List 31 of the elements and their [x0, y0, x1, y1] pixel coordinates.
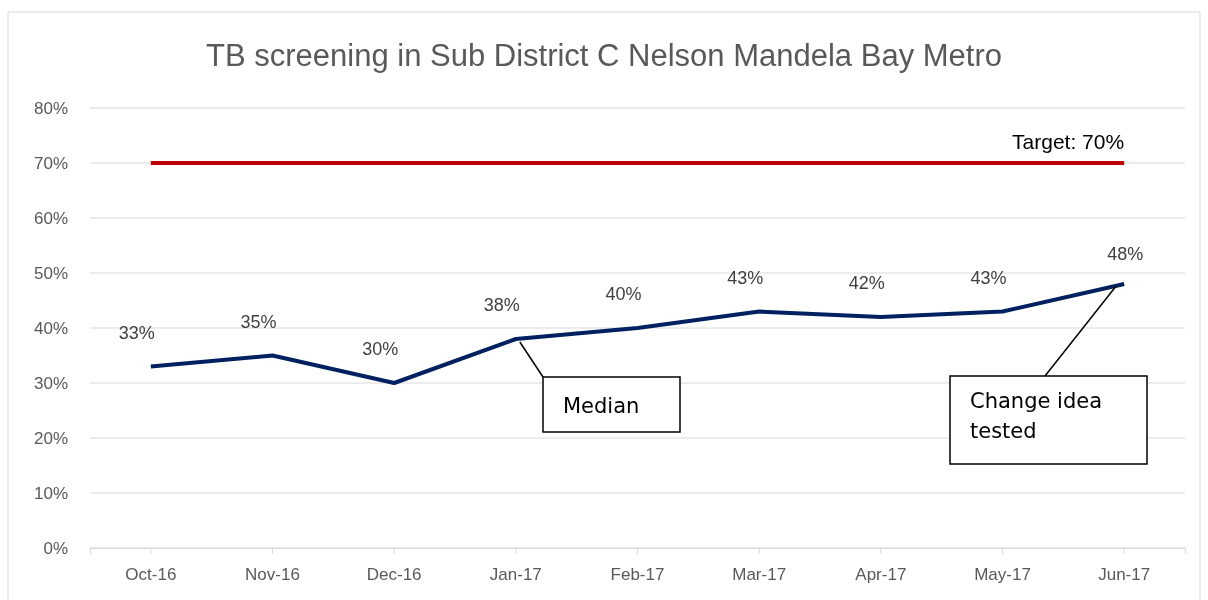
y-tick-label: 0% [43, 538, 68, 558]
x-tick-label: Oct-16 [125, 565, 177, 585]
y-tick-label: 70% [33, 153, 68, 173]
x-tick-label: Feb-17 [610, 565, 665, 585]
x-tick-label: Nov-16 [245, 565, 300, 585]
data-label: 43% [970, 267, 1007, 288]
data-label: 48% [1107, 244, 1144, 264]
y-tick-label: 10% [33, 483, 68, 503]
y-tick-label: 30% [33, 373, 68, 393]
x-tick-label: Jun-17 [1098, 565, 1151, 585]
y-tick-label: 20% [33, 428, 68, 448]
y-tick-label: 50% [33, 263, 68, 283]
data-label: 33% [118, 322, 155, 343]
y-tick-label: 40% [33, 318, 68, 338]
ref-line-label: Target: 70% [1012, 130, 1125, 153]
x-tick-label: May-17 [974, 565, 1031, 585]
data-label: 43% [727, 267, 764, 288]
chart-title: TB screening in Sub District C Nelson Mandela Bay Metro [206, 38, 1002, 73]
x-tick-label: Mar-17 [732, 565, 787, 585]
x-tick-label: Jan-17 [489, 565, 542, 585]
data-label: 35% [240, 311, 277, 332]
annotation: Median [563, 394, 640, 418]
y-tick-label: 80% [33, 98, 68, 118]
y-tick-label: 60% [33, 208, 68, 228]
data-label: 38% [483, 295, 520, 315]
x-tick-label: Apr-17 [855, 565, 907, 585]
x-tick-label: Dec-16 [366, 565, 422, 585]
data-label: 40% [605, 284, 642, 304]
data-label: 42% [848, 273, 885, 293]
annotation: Change idea tested [970, 389, 1103, 443]
data-label: 30% [362, 339, 399, 359]
